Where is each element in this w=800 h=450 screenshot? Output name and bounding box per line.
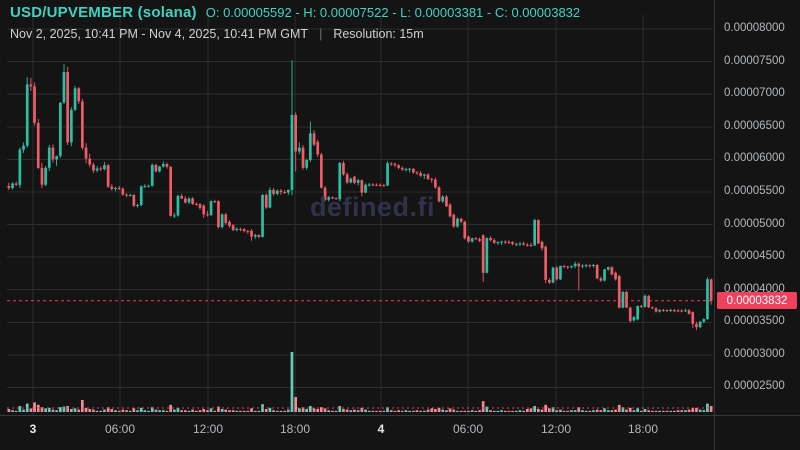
price-axis-label: 0.00004500 [724, 250, 785, 262]
candlestick-chart[interactable] [7, 15, 713, 415]
volume-bars [7, 352, 713, 412]
header-row-range: Nov 2, 2025, 10:41 PM - Nov 4, 2025, 10:… [10, 27, 580, 41]
axis-corner [714, 415, 800, 450]
candles [7, 60, 713, 331]
chart-plot-area[interactable] [7, 15, 713, 415]
price-axis-label: 0.00006500 [724, 120, 785, 132]
header-row-ohlc: USD/UPVEMBER (solana) O: 0.00005592 - H:… [10, 4, 580, 21]
time-axis-label: 4 [377, 422, 385, 436]
time-axis-label: 06:00 [104, 422, 136, 436]
price-axis-label: 0.00002500 [724, 380, 785, 392]
ohlc-readout: O: 0.00005592 - H: 0.00007522 - L: 0.000… [205, 5, 581, 20]
time-axis-label: 18:00 [279, 422, 311, 436]
time-axis-label: 06:00 [452, 422, 484, 436]
price-axis-label: 0.00005500 [724, 185, 785, 197]
time-axis-label: 3 [29, 422, 37, 436]
time-axis-label: 12:00 [540, 422, 572, 436]
resolution-label: Resolution: 15m [333, 27, 424, 41]
price-axis-label: 0.00003000 [724, 348, 785, 360]
price-axis-label: 0.00006000 [724, 152, 785, 164]
time-axis-label: 18:00 [627, 422, 659, 436]
time-axis-label: 12:00 [192, 422, 224, 436]
price-axis-label: 0.00003500 [724, 315, 785, 327]
pair-title: USD/UPVEMBER (solana) [10, 4, 197, 21]
time-axis[interactable]: 3 06:00 12:00 18:00 4 06:00 12:00 18:00 [0, 415, 714, 450]
price-axis[interactable]: 0.00003832 0.00008000 0.00007500 0.0000700… [714, 0, 800, 415]
price-axis-label: 0.00007500 [724, 55, 785, 67]
chart-header: USD/UPVEMBER (solana) O: 0.00005592 - H:… [10, 4, 580, 41]
current-price-tag: 0.00003832 [717, 292, 797, 309]
price-axis-label: 0.00007000 [724, 87, 785, 99]
date-range: Nov 2, 2025, 10:41 PM - Nov 4, 2025, 10:… [10, 27, 309, 41]
price-axis-label: 0.00005000 [724, 218, 785, 230]
header-separator: | [319, 27, 323, 41]
price-axis-label: 0.00008000 [724, 22, 785, 34]
gridlines [7, 15, 713, 415]
